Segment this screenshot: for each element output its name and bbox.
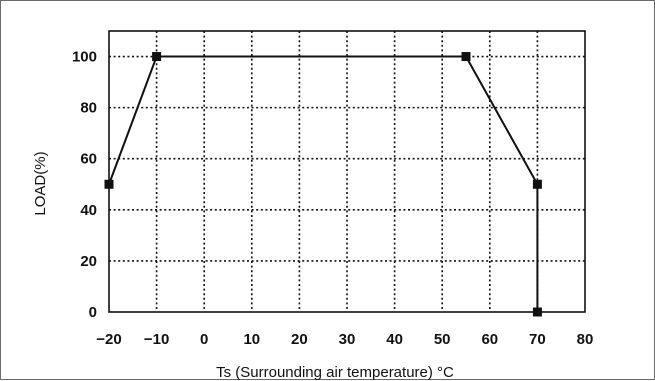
series-line xyxy=(108,55,539,312)
x-tick-label: 20 xyxy=(291,331,308,348)
x-tick-label: 50 xyxy=(434,331,451,348)
data-point xyxy=(532,307,542,317)
y-tick-label: 100 xyxy=(72,49,97,66)
grid-layer xyxy=(109,31,585,312)
y-tick-label: 40 xyxy=(80,202,97,219)
x-tick-label: 0 xyxy=(200,331,208,348)
y-axis-label: LOAD(%) xyxy=(32,151,49,215)
series-layer xyxy=(104,52,542,317)
x-tick-label: −20 xyxy=(96,331,121,348)
data-point xyxy=(152,52,162,62)
y-tick-label: 80 xyxy=(80,100,97,117)
x-tick-label: 10 xyxy=(243,331,260,348)
x-tick-label: 40 xyxy=(386,331,403,348)
y-tick-label: 0 xyxy=(89,304,97,321)
x-axis-label: Ts (Surrounding air temperature) °C xyxy=(216,364,454,381)
x-tick-label: 30 xyxy=(339,331,356,348)
x-tick-label: 70 xyxy=(529,331,546,348)
plot-area-border xyxy=(108,30,586,313)
y-tick-label: 60 xyxy=(80,151,97,168)
x-tick-labels: −20 −10 0 10 20 30 40 50 60 70 80 xyxy=(96,331,593,348)
x-tick-label: 60 xyxy=(481,331,498,348)
x-tick-label: 80 xyxy=(577,331,594,348)
data-point xyxy=(104,179,114,189)
x-tick-label: −10 xyxy=(144,331,169,348)
y-tick-label: 20 xyxy=(80,253,97,270)
y-tick-labels: 0 20 40 60 80 100 xyxy=(72,49,97,321)
data-point xyxy=(532,179,542,189)
data-point xyxy=(461,52,471,62)
